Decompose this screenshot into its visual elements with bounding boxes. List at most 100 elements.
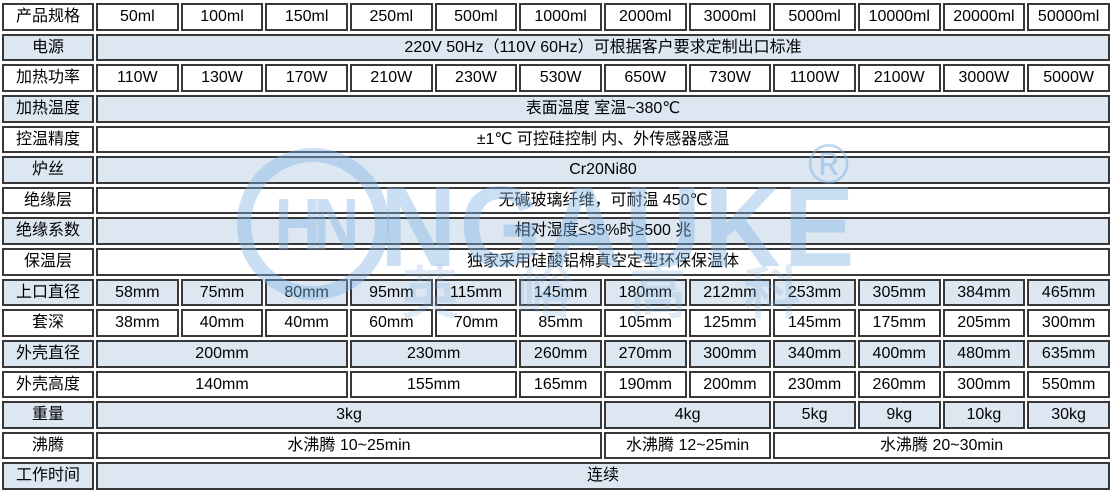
value-cell: 175mm — [857, 309, 941, 337]
value-cell: 140mm — [96, 370, 348, 399]
table-row: 沸腾 水沸腾 10~25min 水沸腾 12~25min 水沸腾 20~30min — [2, 431, 1110, 460]
value-cell: 180mm — [603, 278, 687, 307]
row-label-cell: 产品规格 — [2, 3, 94, 31]
value-cell: 85mm — [519, 309, 602, 337]
value-cell: 300mm — [1027, 309, 1110, 337]
value-cell: 465mm — [1027, 278, 1110, 307]
row-label-cell: 套深 — [2, 309, 94, 337]
value-cell: 650W — [603, 64, 687, 92]
table-row: 绝缘系数 相对湿度≤35%时≥500 兆 — [2, 217, 1110, 245]
value-cell: 100ml — [180, 3, 264, 31]
value-cell: 230W — [434, 64, 518, 92]
value-cell: 300mm — [688, 339, 772, 368]
value-cell: 530W — [519, 64, 602, 92]
row-label-cell: 沸腾 — [2, 431, 94, 460]
value-cell: 70mm — [434, 309, 518, 337]
row-label-cell: 重量 — [2, 401, 94, 429]
value-cell: 145mm — [519, 278, 602, 307]
value-cell: 200mm — [96, 339, 348, 368]
value-cell: 5kg — [773, 401, 856, 429]
value-cell: 2000ml — [603, 3, 687, 31]
value-cell: 170W — [265, 64, 348, 92]
value-cell: 105mm — [603, 309, 687, 337]
value-cell: 250ml — [349, 3, 433, 31]
value-cell: 75mm — [180, 278, 264, 307]
table-row: 炉丝 Cr20Ni80 — [2, 156, 1110, 184]
value-cell: 260mm — [857, 370, 941, 399]
table-row: 绝缘层 无碱玻璃纤维，可耐温 450℃ — [2, 186, 1110, 215]
row-label-cell: 上口直径 — [2, 278, 94, 307]
table-row: 加热温度 表面温度 室温~380℃ — [2, 94, 1110, 123]
value-cell: 1100W — [773, 64, 856, 92]
table-row: 加热功率 110W 130W 170W 210W 230W 530W 650W 730W 1100… — [2, 64, 1110, 92]
row-label-cell: 绝缘层 — [2, 186, 94, 215]
table-row: 外壳高度 140mm 155mm 165mm 190mm 200mm 230mm 260mm 3… — [2, 370, 1110, 399]
row-label-cell: 绝缘系数 — [2, 217, 94, 245]
table-row: 重量 3kg 4kg 5kg 9kg 10kg 30kg — [2, 401, 1110, 429]
value-cell: 205mm — [942, 309, 1026, 337]
row-label-cell: 外壳直径 — [2, 339, 94, 368]
value-cell: 3000ml — [688, 3, 772, 31]
value-cell: 110W — [96, 64, 179, 92]
value-cell: 40mm — [265, 309, 348, 337]
value-cell: 10kg — [942, 401, 1026, 429]
value-cell: 水沸腾 10~25min — [96, 431, 602, 460]
value-cell: 50000ml — [1027, 3, 1110, 31]
value-cell: 384mm — [942, 278, 1026, 307]
value-cell: 95mm — [349, 278, 433, 307]
value-cell: 190mm — [603, 370, 687, 399]
row-label-cell: 加热功率 — [2, 64, 94, 92]
value-cell: 60mm — [349, 309, 433, 337]
value-cell: 无碱玻璃纤维，可耐温 450℃ — [96, 186, 1110, 215]
row-label-cell: 电源 — [2, 33, 94, 62]
row-label-cell: 控温精度 — [2, 125, 94, 154]
value-cell: 220V 50Hz（110V 60Hz）可根据客户要求定制出口标准 — [96, 33, 1110, 62]
value-cell: 30kg — [1027, 401, 1110, 429]
row-label-cell: 外壳高度 — [2, 370, 94, 399]
value-cell: ±1℃ 可控硅控制 内、外传感器感温 — [96, 125, 1110, 154]
value-cell: 40mm — [180, 309, 264, 337]
value-cell: 165mm — [519, 370, 602, 399]
value-cell: 115mm — [434, 278, 518, 307]
value-cell: 210W — [349, 64, 433, 92]
value-cell: 3kg — [96, 401, 602, 429]
value-cell: 130W — [180, 64, 264, 92]
value-cell: 230mm — [349, 339, 518, 368]
value-cell: 253mm — [773, 278, 856, 307]
value-cell: 水沸腾 20~30min — [773, 431, 1110, 460]
row-label-cell: 加热温度 — [2, 94, 94, 123]
table-row: 上口直径 58mm 75mm 80mm 95mm 115mm 145mm 180mm 212mm… — [2, 278, 1110, 307]
value-cell: 500ml — [434, 3, 518, 31]
value-cell: 1000ml — [519, 3, 602, 31]
value-cell: 3000W — [942, 64, 1026, 92]
value-cell: 4kg — [603, 401, 772, 429]
value-cell: 5000W — [1027, 64, 1110, 92]
value-cell: 212mm — [688, 278, 772, 307]
value-cell: 550mm — [1027, 370, 1110, 399]
value-cell: 58mm — [96, 278, 179, 307]
value-cell: Cr20Ni80 — [96, 156, 1110, 184]
value-cell: 9kg — [857, 401, 941, 429]
value-cell: 270mm — [603, 339, 687, 368]
value-cell: 305mm — [857, 278, 941, 307]
value-cell: 50ml — [96, 3, 179, 31]
spec-table-body: 产品规格 50ml 100ml 150ml 250ml 500ml 1000ml 2000ml… — [2, 3, 1110, 490]
value-cell: 独家采用硅酸铝棉真空定型环保保温体 — [96, 248, 1110, 276]
value-cell: 相对湿度≤35%时≥500 兆 — [96, 217, 1110, 245]
row-label-cell: 保温层 — [2, 248, 94, 276]
value-cell: 表面温度 室温~380℃ — [96, 94, 1110, 123]
value-cell: 730W — [688, 64, 772, 92]
value-cell: 20000ml — [942, 3, 1026, 31]
value-cell: 340mm — [773, 339, 856, 368]
value-cell: 635mm — [1027, 339, 1110, 368]
value-cell: 连续 — [96, 462, 1110, 490]
value-cell: 200mm — [688, 370, 772, 399]
value-cell: 230mm — [773, 370, 856, 399]
value-cell: 水沸腾 12~25min — [603, 431, 772, 460]
table-row: 外壳直径 200mm 230mm 260mm 270mm 300mm 340mm 400mm 4… — [2, 339, 1110, 368]
value-cell: 480mm — [942, 339, 1026, 368]
value-cell: 300mm — [942, 370, 1026, 399]
table-row: 工作时间 连续 — [2, 462, 1110, 490]
